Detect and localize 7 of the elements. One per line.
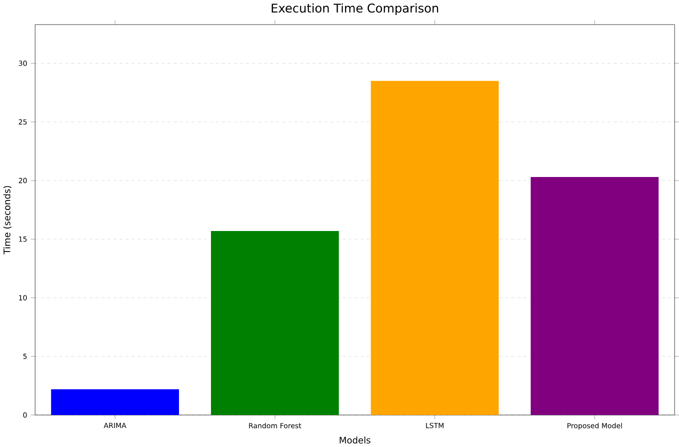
y-axis-title: Time (seconds) xyxy=(3,186,12,254)
bar xyxy=(210,230,339,416)
bar xyxy=(530,177,659,416)
x-axis-title: Models xyxy=(340,436,370,444)
bar xyxy=(51,389,179,416)
bar xyxy=(370,80,499,416)
chart-title: Execution Time Comparison xyxy=(272,3,438,16)
